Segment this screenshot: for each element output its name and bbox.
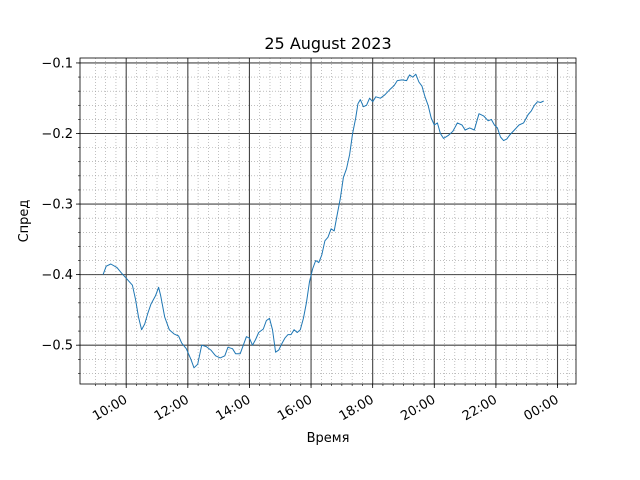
y-tick-label: −0.4 <box>41 268 73 283</box>
spread-line <box>102 73 544 369</box>
y-tick-label: −0.1 <box>41 56 73 71</box>
y-tick-label: −0.5 <box>41 339 73 354</box>
chart-title: 25 August 2023 <box>264 34 391 53</box>
series-layer <box>102 73 544 369</box>
major-grid <box>80 58 576 384</box>
plot-frame <box>79 57 577 385</box>
y-ticks: −0.5 −0.4 −0.3 −0.2 −0.1 <box>41 56 80 374</box>
x-axis-label: Время <box>307 431 350 446</box>
y-tick-label: −0.3 <box>41 198 73 213</box>
y-axis-label: Спред <box>17 200 32 243</box>
y-tick-label: −0.2 <box>41 127 73 142</box>
